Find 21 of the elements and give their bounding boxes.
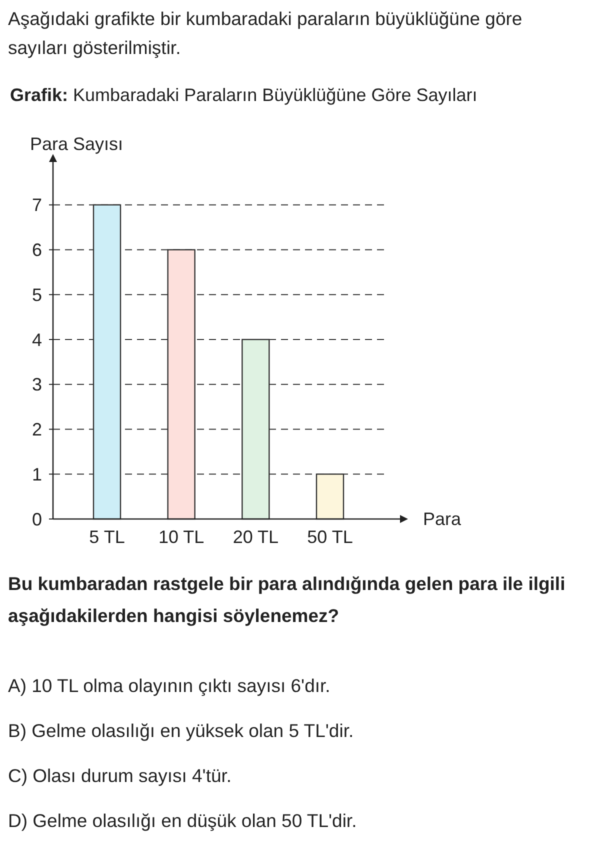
x-tick-label: 5 TL — [89, 527, 125, 547]
y-tick-label: 4 — [32, 330, 42, 350]
text: Bu kumbaradan rastgele bir para alındığında gelen para ile ilgili aşağıdakilerden hangisi söylenemez? — [8, 573, 566, 626]
y-tick-label: 3 — [32, 374, 42, 395]
y-tick-label: 7 — [32, 195, 42, 216]
x-tick-label: 10 TL — [158, 527, 204, 547]
text: A) 10 TL olma olayının çıktı sayısı 6'dır. — [8, 675, 330, 696]
x-tick-label: 20 TL — [232, 527, 279, 547]
text: C) Olası durum sayısı 4'tür. — [8, 765, 232, 786]
text: D) Gelme olasılığı en düşük olan 50 TL'dir. — [8, 810, 357, 831]
y-tick-label: 6 — [32, 240, 42, 260]
y-tick-label: 5 — [32, 284, 42, 305]
text: B) Gelme olasılığı en yüksek olan 5 TL'dir. — [8, 720, 354, 741]
chart-title: Grafik: Kumbaradaki Paraların Büyüklüğüne Göre Sayıları — [10, 85, 478, 105]
x-axis-title: Para — [423, 509, 462, 529]
y-tick-label: 1 — [32, 464, 42, 484]
y-tick-label: 2 — [32, 420, 42, 440]
y-axis-title: Para Sayısı — [30, 134, 124, 154]
y-tick-label: 0 — [32, 509, 42, 530]
x-tick-label: 50 TL — [307, 527, 353, 547]
chart-subtitle: Aşağıdaki grafikte bir kumbaradaki paraların büyüklüğüne göre sayıları gösterilmiştir. — [8, 8, 522, 58]
